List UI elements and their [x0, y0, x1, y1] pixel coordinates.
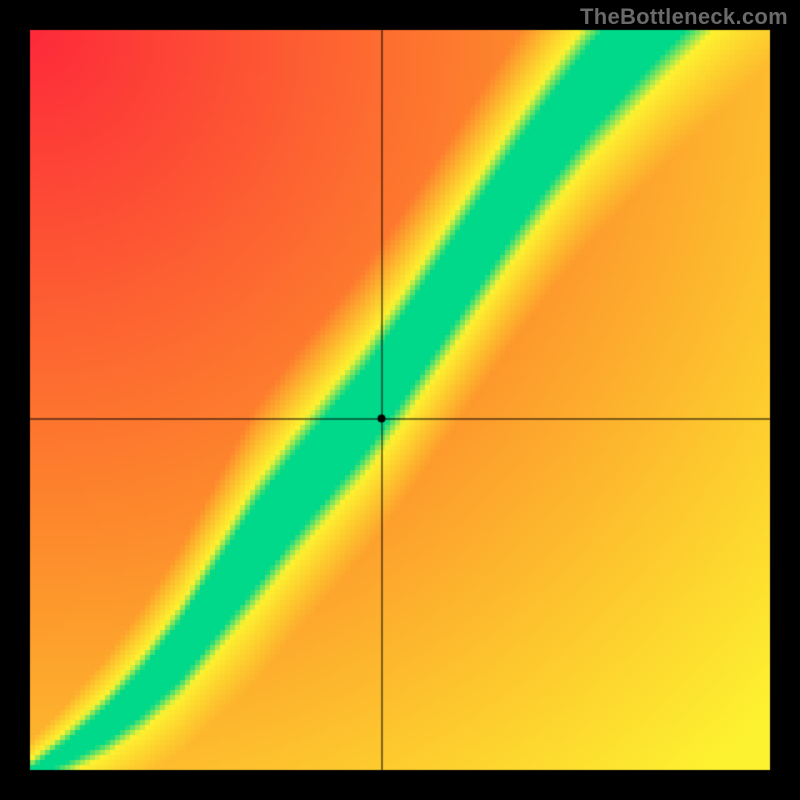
crosshair-overlay [0, 0, 800, 800]
chart-container: TheBottleneck.com [0, 0, 800, 800]
watermark-text: TheBottleneck.com [580, 4, 788, 30]
